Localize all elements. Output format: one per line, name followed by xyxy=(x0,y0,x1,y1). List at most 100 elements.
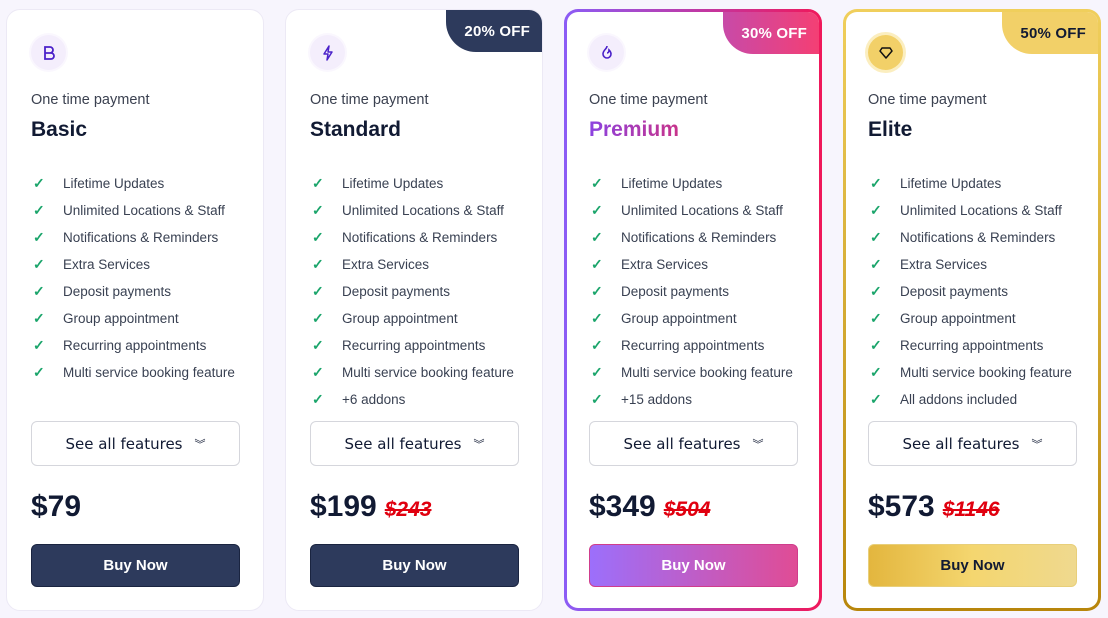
feature-label: Unlimited Locations & Staff xyxy=(621,203,783,218)
feature-item: ✓ Unlimited Locations & Staff xyxy=(870,197,1072,224)
check-icon: ✓ xyxy=(870,283,882,299)
check-icon: ✓ xyxy=(33,337,45,353)
feature-label: Deposit payments xyxy=(63,284,172,299)
feature-item: ✓ Deposit payments xyxy=(312,278,514,305)
feature-item: ✓ Recurring appointments xyxy=(870,332,1072,359)
check-icon: ✓ xyxy=(591,391,603,407)
buy-now-button[interactable]: Buy Now xyxy=(868,544,1077,587)
feature-item: ✓ Notifications & Reminders xyxy=(33,224,235,251)
check-icon: ✓ xyxy=(591,310,603,326)
feature-label: Notifications & Reminders xyxy=(900,230,1056,245)
plan-card-basic: One time payment Basic ✓ Lifetime Updates… xyxy=(6,9,264,611)
current-price: $199 xyxy=(310,490,377,523)
feature-item: ✓ Lifetime Updates xyxy=(312,170,514,197)
feature-label: +6 addons xyxy=(342,392,406,407)
feature-item: ✓ Multi service booking feature xyxy=(312,359,514,386)
feature-label: Recurring appointments xyxy=(342,338,486,353)
feature-item: ✓ Group appointment xyxy=(870,305,1072,332)
feature-label: Recurring appointments xyxy=(621,338,765,353)
feature-item: ✓ Extra Services xyxy=(312,251,514,278)
check-icon: ✓ xyxy=(312,364,324,380)
check-icon: ✓ xyxy=(870,229,882,245)
feature-label: Multi service booking feature xyxy=(621,365,793,380)
check-icon: ✓ xyxy=(870,310,882,326)
see-all-features-button[interactable]: See all features ︾ xyxy=(868,421,1077,466)
feature-label: Lifetime Updates xyxy=(621,176,723,191)
feature-label: Multi service booking feature xyxy=(342,365,514,380)
feature-label: +15 addons xyxy=(621,392,692,407)
feature-item: ✓ Group appointment xyxy=(591,305,793,332)
plan-name: Premium xyxy=(589,118,679,141)
feature-item: ✓ Extra Services xyxy=(591,251,793,278)
check-icon: ✓ xyxy=(312,310,324,326)
chevron-double-down-icon: ︾ xyxy=(473,437,485,451)
feature-label: Notifications & Reminders xyxy=(342,230,498,245)
feature-label: Deposit payments xyxy=(900,284,1009,299)
feature-label: Multi service booking feature xyxy=(63,365,235,380)
check-icon: ✓ xyxy=(870,364,882,380)
feature-item: ✓ +6 addons xyxy=(312,386,514,413)
feature-list: ✓ Lifetime Updates ✓ Unlimited Locations & … xyxy=(870,170,1072,413)
price: $199 $243 xyxy=(310,490,431,524)
check-icon: ✓ xyxy=(33,202,45,218)
feature-item: ✓ Unlimited Locations & Staff xyxy=(591,197,793,224)
see-all-features-button[interactable]: See all features ︾ xyxy=(31,421,240,466)
check-icon: ✓ xyxy=(33,310,45,326)
check-icon: ✓ xyxy=(591,202,603,218)
feature-item: ✓ Group appointment xyxy=(312,305,514,332)
chevron-double-down-icon: ︾ xyxy=(194,437,206,451)
feature-item: ✓ Deposit payments xyxy=(870,278,1072,305)
feature-item: ✓ Extra Services xyxy=(870,251,1072,278)
check-icon: ✓ xyxy=(312,283,324,299)
feature-item: ✓ Multi service booking feature xyxy=(33,359,235,386)
diamond-icon xyxy=(868,35,903,70)
check-icon: ✓ xyxy=(33,364,45,380)
buy-now-button[interactable]: Buy Now xyxy=(589,544,798,587)
feature-label: Unlimited Locations & Staff xyxy=(342,203,504,218)
payment-type: One time payment xyxy=(310,92,429,108)
feature-item: ✓ Lifetime Updates xyxy=(870,170,1072,197)
see-all-features-button[interactable]: See all features ︾ xyxy=(310,421,519,466)
feature-label: Extra Services xyxy=(900,257,988,272)
check-icon: ✓ xyxy=(870,175,882,191)
feature-item: ✓ Extra Services xyxy=(33,251,235,278)
discount-badge: 20% OFF xyxy=(446,10,542,52)
buy-now-button[interactable]: Buy Now xyxy=(310,544,519,587)
check-icon: ✓ xyxy=(312,337,324,353)
plan-name: Basic xyxy=(31,118,88,141)
lightning-icon xyxy=(310,35,345,70)
feature-item: ✓ Lifetime Updates xyxy=(591,170,793,197)
check-icon: ✓ xyxy=(870,337,882,353)
plan-card-premium: 30% OFF One time payment Premium ✓ Lifeti… xyxy=(564,9,822,611)
current-price: $79 xyxy=(31,490,82,523)
check-icon: ✓ xyxy=(870,391,882,407)
feature-item: ✓ All addons included xyxy=(870,386,1072,413)
check-icon: ✓ xyxy=(33,175,45,191)
feature-item: ✓ +15 addons xyxy=(591,386,793,413)
plan-name: Standard xyxy=(310,118,402,141)
feature-item: ✓ Deposit payments xyxy=(591,278,793,305)
feature-label: Unlimited Locations & Staff xyxy=(900,203,1062,218)
feature-label: Recurring appointments xyxy=(63,338,207,353)
original-price: $243 xyxy=(384,498,432,521)
discount-badge: 30% OFF xyxy=(723,12,819,54)
original-price: $504 xyxy=(663,498,711,521)
see-all-features-button[interactable]: See all features ︾ xyxy=(589,421,798,466)
payment-type: One time payment xyxy=(589,92,708,108)
price: $79 xyxy=(31,490,81,524)
check-icon: ✓ xyxy=(33,256,45,272)
check-icon: ✓ xyxy=(312,202,324,218)
plan-card-standard: 20% OFF One time payment Standard ✓ Lifet… xyxy=(285,9,543,611)
feature-item: ✓ Multi service booking feature xyxy=(591,359,793,386)
feature-label: Unlimited Locations & Staff xyxy=(63,203,225,218)
original-price: $1146 xyxy=(942,498,1000,521)
feature-label: Multi service booking feature xyxy=(900,365,1072,380)
feature-item: ✓ Notifications & Reminders xyxy=(870,224,1072,251)
feature-label: Group appointment xyxy=(342,311,458,326)
see-all-label: See all features xyxy=(623,434,741,453)
buy-now-button[interactable]: Buy Now xyxy=(31,544,240,587)
check-icon: ✓ xyxy=(591,175,603,191)
feature-label: Group appointment xyxy=(900,311,1016,326)
feature-item: ✓ Notifications & Reminders xyxy=(591,224,793,251)
check-icon: ✓ xyxy=(33,283,45,299)
